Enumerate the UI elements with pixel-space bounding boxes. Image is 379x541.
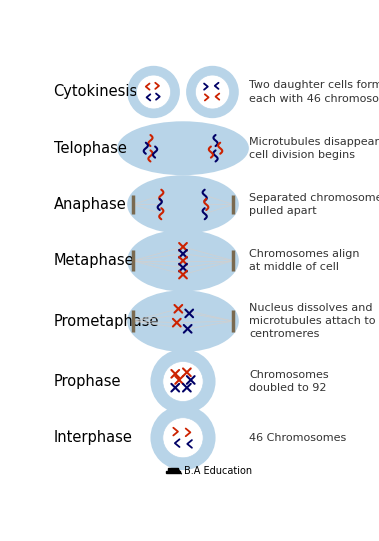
Text: Interphase: Interphase bbox=[53, 430, 132, 445]
Ellipse shape bbox=[196, 75, 230, 109]
Ellipse shape bbox=[127, 175, 239, 234]
Text: Two daughter cells formed
each with 46 chromosomes: Two daughter cells formed each with 46 c… bbox=[249, 81, 379, 103]
Text: B.A Education: B.A Education bbox=[184, 466, 252, 477]
Text: Chromosomes align
at middle of cell: Chromosomes align at middle of cell bbox=[249, 249, 359, 272]
Text: Separated chromosomes
pulled apart: Separated chromosomes pulled apart bbox=[249, 193, 379, 216]
Ellipse shape bbox=[117, 121, 249, 175]
Text: Prophase: Prophase bbox=[53, 374, 121, 389]
Ellipse shape bbox=[136, 75, 171, 109]
Text: Microtubules disappear
cell division begins: Microtubules disappear cell division beg… bbox=[249, 137, 379, 160]
FancyArrow shape bbox=[166, 471, 180, 473]
Text: Chromosomes
doubled to 92: Chromosomes doubled to 92 bbox=[249, 370, 329, 393]
Ellipse shape bbox=[150, 349, 216, 414]
Text: Cytokinesis: Cytokinesis bbox=[53, 84, 138, 100]
Ellipse shape bbox=[127, 291, 239, 352]
Ellipse shape bbox=[186, 66, 239, 118]
Ellipse shape bbox=[127, 230, 239, 292]
Text: 46 Chromosomes: 46 Chromosomes bbox=[249, 433, 346, 443]
Text: Metaphase: Metaphase bbox=[53, 253, 134, 268]
FancyArrow shape bbox=[168, 467, 179, 471]
Ellipse shape bbox=[127, 66, 180, 118]
Ellipse shape bbox=[163, 361, 203, 401]
Text: Prometaphase: Prometaphase bbox=[53, 314, 159, 328]
Text: Nucleus dissolves and
microtubules attach to
centromeres: Nucleus dissolves and microtubules attac… bbox=[249, 303, 375, 339]
Text: Anaphase: Anaphase bbox=[53, 197, 126, 212]
Text: Telophase: Telophase bbox=[53, 141, 127, 156]
Ellipse shape bbox=[163, 418, 203, 458]
Ellipse shape bbox=[150, 405, 216, 470]
